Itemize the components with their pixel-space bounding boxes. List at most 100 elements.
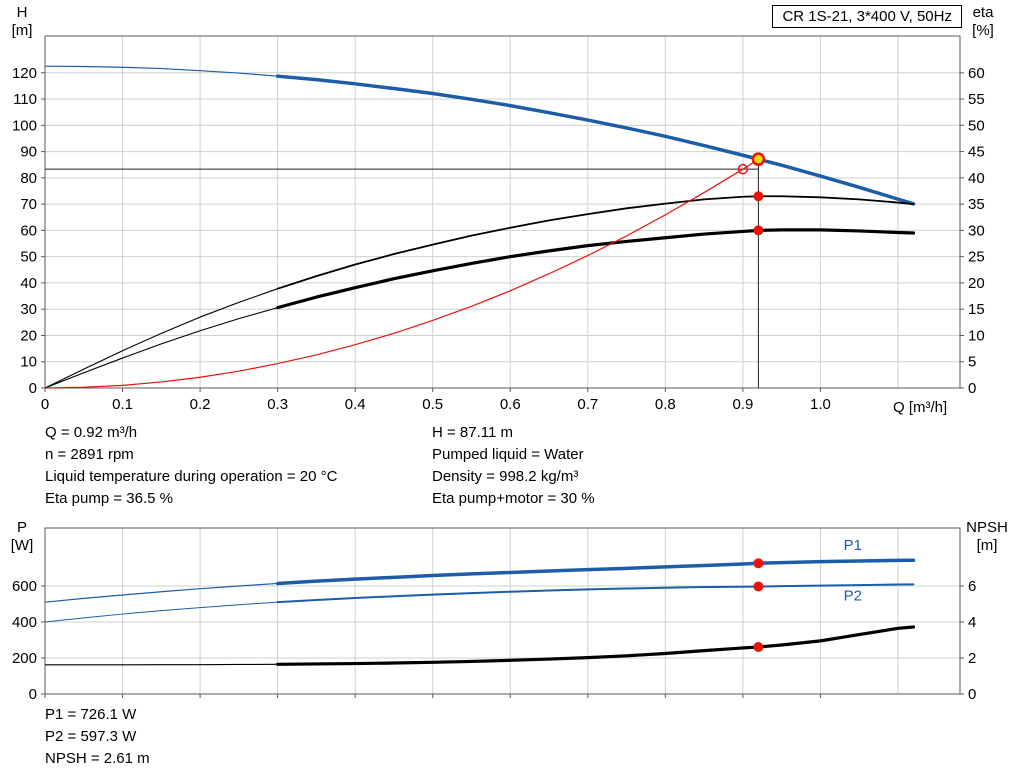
left-tick-label: 50 <box>20 249 37 266</box>
right-tick-label: 0 <box>968 380 976 397</box>
right-tick-label: 40 <box>968 170 985 187</box>
left-tick-label: 70 <box>20 196 37 213</box>
right-tick-label: 0 <box>968 686 976 703</box>
duty-point-marker <box>751 152 766 166</box>
right-tick-label: 60 <box>968 65 985 82</box>
right-tick-label: 45 <box>968 144 985 161</box>
h-axis-header: H [m] <box>2 4 42 40</box>
series-label-p2: P2 <box>844 587 862 604</box>
right-tick-label: 4 <box>968 614 976 631</box>
info-line-eta-pump: Eta pump = 36.5 % <box>45 490 173 507</box>
x-tick-label: 0.2 <box>190 396 211 413</box>
duty-info-right: H = 87.11 m Pumped liquid = Water Densit… <box>432 422 595 510</box>
left-tick-label: 110 <box>13 91 37 108</box>
left-tick-label: 200 <box>12 650 37 667</box>
right-tick-label: 10 <box>968 327 985 344</box>
power-npsh-chart-ticks: 0 200 400 600 0 2 4 6 <box>12 578 976 703</box>
info-line-eta-total: Eta pump+motor = 30 % <box>432 490 595 507</box>
qh-efficiency-chart-grid <box>45 36 960 388</box>
power-npsh-chart: 0 200 400 600 0 2 4 6 P1 P2 <box>12 527 976 703</box>
right-tick-label: 35 <box>968 196 985 213</box>
p2-curve <box>276 583 915 604</box>
right-tick-label: 6 <box>968 578 976 595</box>
eta-pump-duty-dot <box>753 191 764 202</box>
eta-pump-motor-curve <box>276 228 916 310</box>
requested-duty-circle <box>737 163 749 175</box>
power-npsh-chart-border <box>44 527 961 695</box>
eta-axis-header: eta [%] <box>960 4 1006 40</box>
x-tick-label: 0.4 <box>345 396 366 413</box>
left-tick-label: 40 <box>20 275 37 292</box>
system-curve-thin <box>44 158 759 389</box>
x-tick-label: 0.9 <box>732 396 753 413</box>
info-line-p2: P2 = 597.3 W <box>45 728 137 745</box>
x-tick-label: 1.0 <box>810 396 831 413</box>
x-tick-label: 0.1 <box>112 396 133 413</box>
qh-efficiency-chart: 0 10 20 30 40 50 60 70 80 90 100 110 120 0 5 10 15 20 25 30… <box>12 35 985 413</box>
npsh-axis-name: NPSH <box>966 519 1008 536</box>
left-tick-label: 100 <box>12 117 37 134</box>
p-axis-header: P [W] <box>2 519 42 555</box>
p-axis-name: P <box>16 519 27 536</box>
left-tick-label: 10 <box>20 354 37 371</box>
right-tick-label: 20 <box>968 275 985 292</box>
eta-pump-curve <box>276 195 915 290</box>
right-tick-label: 30 <box>968 222 985 239</box>
left-tick-label: 0 <box>29 686 37 703</box>
right-tick-label: 25 <box>968 249 985 266</box>
x-tick-label: 0.7 <box>577 396 598 413</box>
qh-efficiency-chart-ticks: 0 10 20 30 40 50 60 70 80 90 100 110 120 0 5 10 15 20 25 30… <box>12 65 985 413</box>
npsh-axis-header: NPSH [m] <box>954 519 1020 555</box>
q-axis-label: Q [m³/h] <box>893 399 948 416</box>
eta-pump-motor-duty-dot <box>753 225 764 236</box>
eta-axis-unit: [%] <box>972 22 994 39</box>
x-tick-label: 0.6 <box>500 396 521 413</box>
duty-info-left: Q = 0.92 m³/h n = 2891 rpm Liquid temper… <box>45 422 337 510</box>
p1-curve <box>275 558 916 586</box>
left-tick-label: 30 <box>20 301 37 318</box>
qh-curve-thin <box>44 65 914 205</box>
info-line-temp: Liquid temperature during operation = 20… <box>45 468 338 485</box>
info-line-p1: P1 = 726.1 W <box>45 706 137 723</box>
qh-curve <box>275 74 916 206</box>
right-tick-label: 50 <box>968 117 985 134</box>
left-tick-label: 60 <box>20 222 37 239</box>
p1-duty-dot <box>753 558 764 569</box>
x-tick-label: 0 <box>41 396 49 413</box>
eta-axis-name: eta <box>972 4 994 21</box>
power-npsh-chart-grid <box>45 528 960 694</box>
info-line-density: Density = 998.2 kg/m³ <box>432 468 579 485</box>
info-line-n: n = 2891 rpm <box>45 446 134 463</box>
p-axis-unit: [W] <box>10 537 34 554</box>
right-tick-label: 55 <box>968 91 985 108</box>
npsh-curve <box>276 625 916 666</box>
npsh-duty-dot <box>753 642 764 653</box>
info-line-q: Q = 0.92 m³/h <box>45 424 138 441</box>
left-tick-label: 90 <box>20 144 37 161</box>
left-tick-label: 400 <box>12 614 37 631</box>
info-line-h: H = 87.11 m <box>432 424 514 441</box>
right-tick-label: 5 <box>968 354 976 371</box>
pump-model-titlebox: CR 1S-21, 3*400 V, 50Hz <box>772 5 962 28</box>
power-info: P1 = 726.1 W P2 = 597.3 W NPSH = 2.61 m <box>45 704 150 770</box>
h-axis-name: H <box>16 4 28 21</box>
p1-curve-thin <box>44 559 914 603</box>
p2-curve-thin <box>44 583 914 623</box>
x-tick-label: 0.3 <box>267 396 288 413</box>
eta-pump-curve-thin <box>44 195 914 389</box>
info-line-liquid: Pumped liquid = Water <box>432 446 584 463</box>
left-tick-label: 600 <box>12 578 37 595</box>
right-tick-label: 2 <box>968 650 976 667</box>
qh-efficiency-chart-border <box>44 35 961 389</box>
x-tick-label: 0.5 <box>422 396 443 413</box>
info-line-npsh: NPSH = 2.61 m <box>45 750 150 767</box>
left-tick-label: 20 <box>20 327 37 344</box>
left-tick-label: 80 <box>20 170 37 187</box>
npsh-axis-unit: [m] <box>976 537 998 554</box>
x-tick-label: 0.8 <box>655 396 676 413</box>
series-label-p1: P1 <box>844 537 862 554</box>
left-tick-label: 120 <box>12 65 37 82</box>
h-axis-unit: [m] <box>11 22 33 39</box>
